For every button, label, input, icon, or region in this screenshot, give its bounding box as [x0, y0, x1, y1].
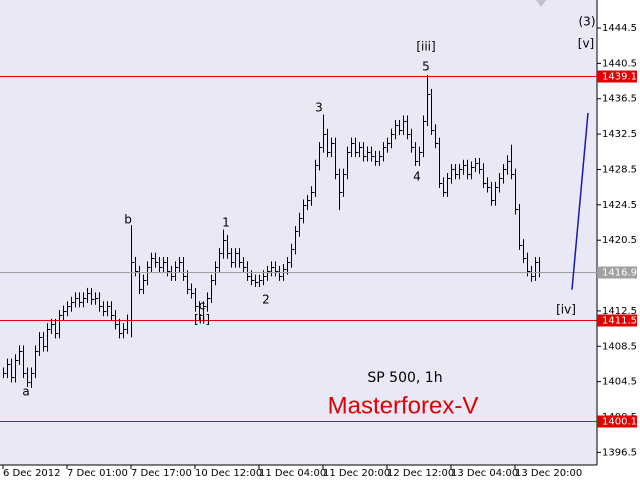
wave-label: 1 — [222, 216, 230, 230]
y-tick-label: 1408.5 — [602, 341, 637, 352]
x-tick-label: 13 Dec 20:00 — [515, 468, 582, 479]
wave-label: b — [124, 213, 132, 227]
wave-label: 5 — [422, 60, 430, 74]
shift-marker — [536, 0, 546, 7]
price-level-label: 1416.9 — [602, 268, 637, 279]
y-tick-label: 1444.5 — [602, 23, 637, 34]
y-tick-label: 1428.5 — [602, 164, 637, 175]
chart-subtitle: Masterforex-V — [328, 392, 479, 419]
price-level-label: 1411.5 — [602, 316, 637, 327]
x-tick-label: 11 Dec 20:00 — [323, 468, 390, 479]
wave-label: [v] — [578, 37, 594, 51]
y-tick-label: 1412.5 — [602, 306, 637, 317]
price-level-box — [597, 70, 637, 83]
price-level-box — [597, 266, 637, 279]
price-level-label: 1400.1 — [602, 417, 637, 428]
y-tick-label: 1424.5 — [602, 200, 637, 211]
wave-label: 2 — [262, 293, 270, 307]
x-tick-label: 13 Dec 04:00 — [451, 468, 518, 479]
wave-label: c — [199, 299, 206, 313]
wave-label: [iv] — [556, 303, 576, 317]
x-tick-label: 10 Dec 12:00 — [195, 468, 262, 479]
y-tick-label: 1432.5 — [602, 129, 637, 140]
x-tick-label: 11 Dec 04:00 — [259, 468, 326, 479]
y-tick-label: 1396.5 — [602, 447, 637, 458]
y-tick-label: 1436.5 — [602, 94, 637, 105]
x-tick-label: 7 Dec 17:00 — [131, 468, 192, 479]
wave-label: 3 — [315, 101, 323, 115]
wave-label: 4 — [413, 170, 421, 184]
wave-label: [iii] — [416, 40, 435, 54]
wave-label: a — [22, 385, 29, 399]
x-tick-label: 7 Dec 01:00 — [67, 468, 128, 479]
wave-label: (3) — [579, 15, 596, 29]
chart-title: SP 500, 1h — [367, 370, 442, 386]
x-tick-label: 6 Dec 2012 — [3, 468, 61, 479]
y-tick-label: 1420.5 — [602, 235, 637, 246]
price-level-box — [597, 314, 637, 327]
price-level-box — [597, 415, 637, 428]
y-tick-label: 1404.5 — [602, 377, 637, 388]
wave-label: [ii] — [194, 313, 210, 327]
projection-line — [571, 112, 589, 290]
plot-area — [0, 0, 597, 465]
price-level-label: 1439.1 — [602, 72, 637, 83]
y-tick-label: 1440.5 — [602, 58, 637, 69]
x-tick-label: 12 Dec 12:00 — [387, 468, 454, 479]
